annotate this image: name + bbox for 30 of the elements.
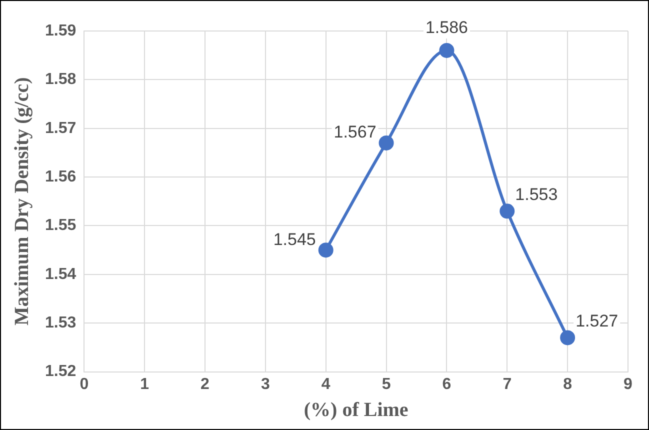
data-label: 1.527 [576, 311, 618, 330]
y-tick-label: 1.52 [45, 363, 76, 380]
data-label: 1.553 [515, 184, 558, 204]
point [439, 42, 454, 58]
point [500, 204, 515, 219]
point [560, 330, 576, 346]
x-tick-label: 3 [260, 376, 270, 393]
x-tick-label: 6 [442, 376, 452, 393]
data-label: 1.545 [273, 230, 316, 249]
y-tick-label: 1.54 [45, 266, 76, 283]
y-axis-title: Maximum Dry Density (g/cc) [11, 77, 34, 326]
x-tick-label: 1 [140, 376, 150, 393]
y-tick-label: 1.55 [45, 217, 76, 234]
x-axis-title: (%) of Lime [304, 399, 408, 422]
x-tick-label: 8 [563, 376, 572, 393]
point [378, 135, 394, 150]
y-tick-label: 1.53 [45, 314, 76, 332]
x-tick-label: 2 [200, 376, 210, 393]
x-tick-label: 7 [502, 376, 512, 393]
x-tick-label: 9 [624, 376, 633, 393]
point [318, 242, 334, 258]
x-tick-label: 5 [382, 376, 391, 393]
data-label: 1.586 [425, 18, 468, 38]
data-label: 1.567 [334, 122, 376, 142]
x-tick-label: 0 [80, 376, 89, 393]
y-tick-label: 1.57 [45, 120, 76, 137]
y-tick-label: 1.59 [45, 22, 76, 40]
x-tick-label: 4 [321, 376, 330, 393]
y-tick-label: 1.56 [45, 168, 76, 186]
y-tick-label: 1.58 [45, 71, 76, 88]
